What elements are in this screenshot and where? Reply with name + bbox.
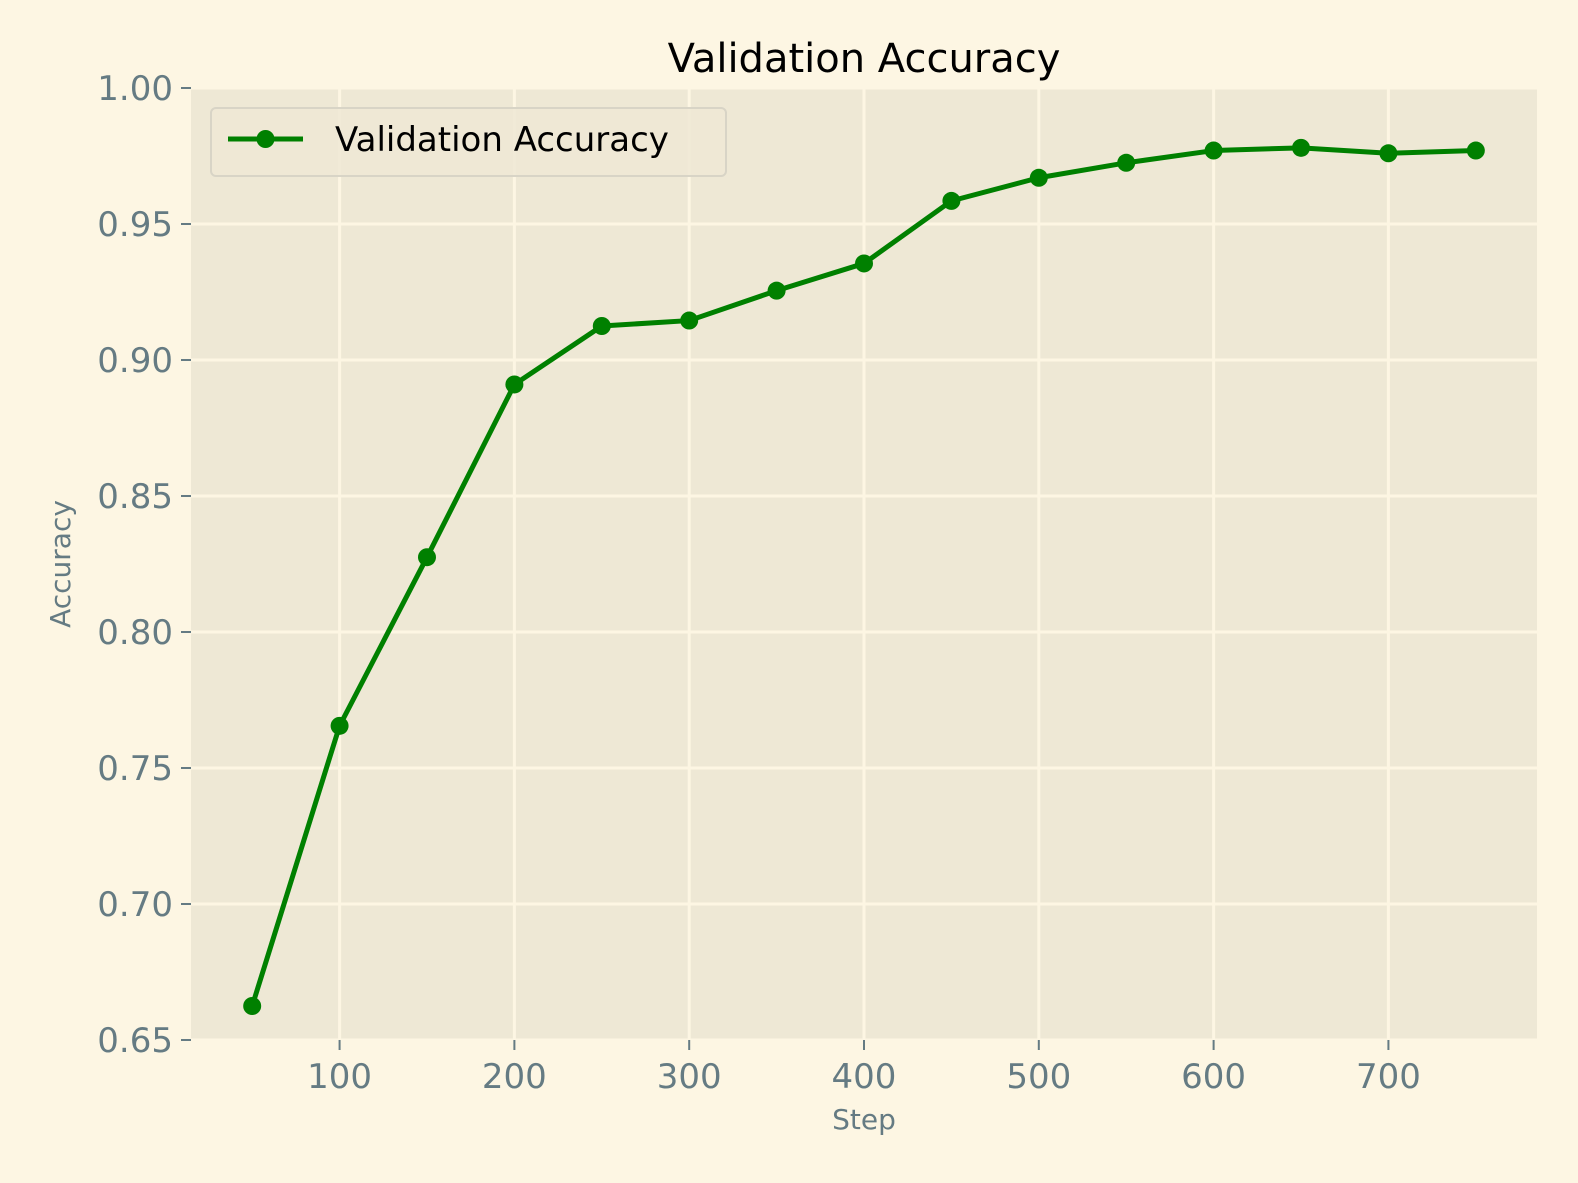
axis-ticks: 0.65 0.70 0.75 0.80 0.85 0.90 0.95 1.00 100 200 30… bbox=[97, 69, 1421, 1097]
x-axis-label: Step bbox=[832, 1103, 896, 1136]
data-point bbox=[680, 311, 699, 330]
data-point bbox=[1204, 141, 1223, 160]
data-point bbox=[1029, 168, 1048, 187]
x-tick-label: 500 bbox=[1006, 1057, 1071, 1097]
data-point bbox=[1466, 141, 1485, 160]
legend-marker-swatch bbox=[256, 130, 275, 148]
y-tick-label: 0.95 bbox=[97, 205, 173, 245]
y-tick-label: 0.70 bbox=[97, 885, 173, 925]
chart-title: Validation Accuracy bbox=[668, 36, 1061, 82]
data-point bbox=[505, 375, 524, 394]
x-tick-label: 700 bbox=[1356, 1057, 1421, 1097]
data-point bbox=[1379, 144, 1398, 163]
x-tick-label: 100 bbox=[307, 1057, 372, 1097]
data-point bbox=[942, 191, 961, 210]
y-tick-label: 0.90 bbox=[97, 341, 173, 381]
y-tick-label: 0.85 bbox=[97, 477, 173, 517]
data-point bbox=[330, 716, 349, 735]
y-tick-label: 0.65 bbox=[97, 1021, 173, 1061]
x-tick-label: 200 bbox=[482, 1057, 547, 1097]
y-tick-label: 0.80 bbox=[97, 613, 173, 653]
x-tick-label: 400 bbox=[832, 1057, 897, 1097]
data-point bbox=[767, 281, 786, 300]
x-tick-label: 600 bbox=[1181, 1057, 1246, 1097]
x-tick-label: 300 bbox=[657, 1057, 722, 1097]
data-point bbox=[243, 997, 262, 1015]
data-point bbox=[592, 317, 611, 335]
y-axis-label: Accuracy bbox=[44, 500, 77, 628]
data-point bbox=[1292, 138, 1311, 157]
legend-box bbox=[210, 107, 727, 177]
legend-label: Validation Accuracy bbox=[335, 120, 669, 160]
y-tick-label: 1.00 bbox=[97, 69, 173, 109]
legend: Validation Accuracy bbox=[210, 107, 727, 177]
data-point bbox=[855, 254, 873, 273]
grid-lines bbox=[191, 86, 1537, 1042]
data-point bbox=[417, 548, 436, 567]
y-tick-label: 0.75 bbox=[97, 749, 173, 789]
series-layer bbox=[243, 138, 1485, 1015]
data-point bbox=[1117, 153, 1136, 172]
